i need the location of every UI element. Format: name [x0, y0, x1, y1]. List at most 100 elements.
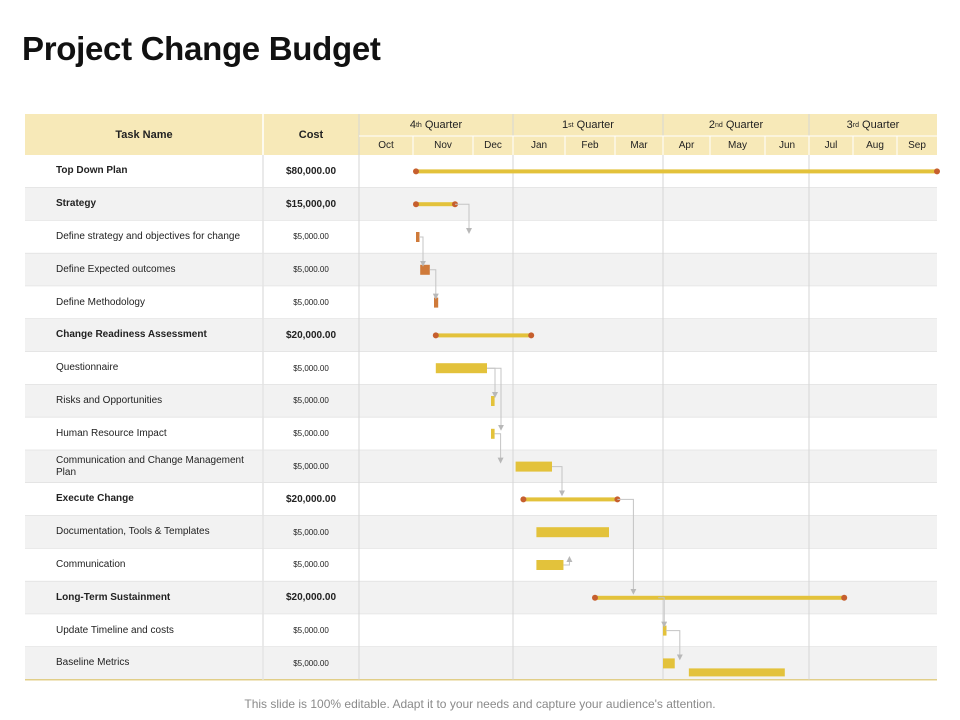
task-name: Strategy: [56, 198, 97, 210]
row-background: [25, 450, 937, 483]
task-name: Change Readiness Assessment: [56, 329, 207, 341]
footer-note: This slide is 100% editable. Adapt it to…: [244, 697, 716, 711]
bar-start-marker: [592, 594, 598, 601]
task-bar: [536, 560, 564, 570]
task-name: Update Timeline and costs: [56, 624, 174, 636]
row-background: [25, 483, 937, 516]
dependency-arrow: [665, 630, 683, 661]
bar-start-marker: [432, 332, 439, 339]
header-month: Jul: [824, 140, 838, 151]
task-bar: [663, 658, 675, 669]
task-name: Top Down Plan: [56, 165, 128, 177]
row-background: [25, 515, 937, 549]
task-cost: $5,000.00: [293, 429, 329, 439]
header-task-name: Task Name: [115, 128, 173, 141]
task-name: Questionnaire: [56, 362, 119, 374]
task-cost: $80,000.00: [285, 165, 337, 177]
row-background: [25, 286, 937, 319]
bar-end-marker: [528, 332, 535, 339]
task-name: Execute Change: [56, 493, 134, 505]
task-cost: $5,000.00: [293, 527, 329, 537]
header-background: [25, 114, 937, 155]
summary-bar: [416, 169, 937, 174]
summary-bar: [595, 595, 845, 600]
task-name: Define Methodology: [56, 296, 145, 308]
row-background: [25, 548, 937, 582]
bar-start-marker: [413, 168, 419, 175]
header-month: Feb: [581, 140, 599, 151]
header-month: Jan: [530, 140, 548, 151]
dependency-arrow: [455, 203, 472, 234]
bar-start-marker: [520, 496, 527, 503]
task-bar: [536, 527, 609, 538]
task-cost: $20,000.00: [285, 493, 337, 505]
task-name: Communication and Change Management Plan: [56, 454, 244, 478]
row-background: [25, 187, 937, 221]
task-name: Risks and Opportunities: [56, 394, 163, 406]
row-background: [25, 220, 937, 254]
header-cost: Cost: [298, 128, 324, 141]
task-name: Documentation, Tools & Templates: [56, 526, 210, 538]
quarter-label: Quarter: [859, 119, 900, 131]
quarter-label: Quarter: [573, 119, 614, 131]
row-background: [25, 417, 937, 451]
quarter-suffix: nd: [714, 121, 723, 129]
task-name: Communication: [56, 558, 126, 570]
dependency-arrow: [617, 498, 637, 595]
quarter-number: 2: [708, 119, 715, 131]
task-cost: $5,000.00: [293, 658, 329, 668]
header-month: Mar: [630, 140, 648, 151]
task-bar: [420, 264, 430, 275]
quarter-suffix: th: [415, 121, 422, 129]
task-name: Define Expected outcomes: [56, 263, 176, 275]
dependency-arrow: [563, 556, 573, 566]
task-cost: $5,000.00: [293, 363, 329, 373]
task-cost: $5,000.00: [293, 265, 329, 275]
task-bar: [491, 428, 495, 439]
task-name: Baseline Metrics: [56, 657, 130, 669]
header-month: Apr: [678, 140, 695, 151]
summary-bar: [523, 497, 618, 502]
task-cost: $5,000.00: [293, 396, 329, 406]
task-cost: $15,000,00: [285, 198, 337, 210]
task-cost: $5,000.00: [293, 232, 329, 242]
bar-end-marker: [934, 168, 940, 175]
header-month: Sep: [908, 140, 926, 151]
task-bar: [491, 396, 495, 406]
summary-bar: [416, 202, 455, 207]
task-bar: [688, 668, 785, 677]
task-cost: $20,000.00: [285, 329, 337, 341]
page-title: Project Change Budget: [22, 30, 381, 67]
quarter-number: 3: [846, 119, 853, 131]
task-bar: [416, 232, 420, 242]
task-name: Define strategy and objectives for chang…: [56, 230, 240, 242]
row-background: [25, 384, 937, 418]
header-month: Aug: [866, 140, 884, 151]
header-month: Jun: [778, 140, 796, 151]
task-bar: [434, 297, 439, 308]
header-month: May: [728, 140, 747, 151]
quarter-number: 1: [562, 119, 569, 131]
task-bar: [435, 363, 487, 374]
row-background: [25, 614, 937, 647]
task-name: Human Resource Impact: [56, 427, 167, 439]
dependency-arrow: [494, 433, 504, 464]
dependency-arrow: [487, 367, 504, 431]
dependency-arrow: [429, 269, 439, 300]
dependency-arrow: [658, 597, 668, 628]
row-background: [25, 647, 937, 680]
task-cost: $5,000.00: [293, 462, 329, 472]
dependency-arrow: [552, 466, 565, 497]
task-cost: $5,000.00: [293, 560, 329, 570]
header-month: Dec: [484, 140, 502, 151]
quarter-suffix: st: [568, 121, 574, 129]
quarter-number: 4: [409, 119, 416, 131]
quarter-label: Quarter: [421, 119, 463, 131]
task-cost: $5,000.00: [293, 626, 329, 636]
task-bar: [663, 625, 667, 636]
task-name: Long-Term Sustainment: [56, 591, 171, 603]
task-cost: $20,000.00: [285, 592, 337, 604]
